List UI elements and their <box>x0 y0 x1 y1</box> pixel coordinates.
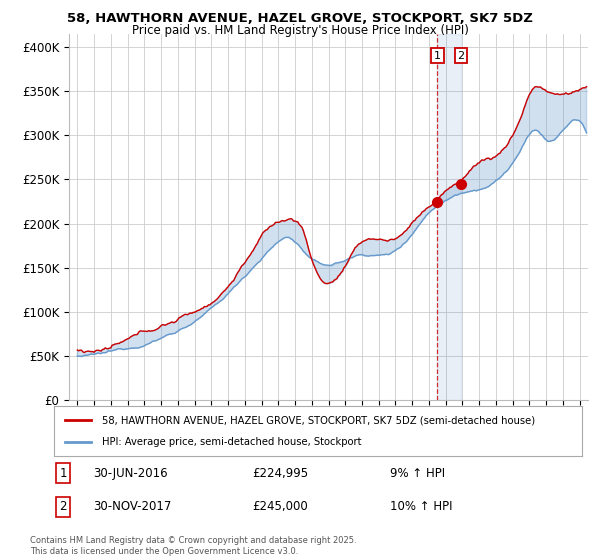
Text: 9% ↑ HPI: 9% ↑ HPI <box>390 466 445 480</box>
Text: 58, HAWTHORN AVENUE, HAZEL GROVE, STOCKPORT, SK7 5DZ: 58, HAWTHORN AVENUE, HAZEL GROVE, STOCKP… <box>67 12 533 25</box>
Text: £245,000: £245,000 <box>252 500 308 514</box>
Text: Price paid vs. HM Land Registry's House Price Index (HPI): Price paid vs. HM Land Registry's House … <box>131 24 469 36</box>
Bar <box>437 34 461 400</box>
Text: £224,995: £224,995 <box>252 466 308 480</box>
Text: 1: 1 <box>59 466 67 480</box>
Text: 58, HAWTHORN AVENUE, HAZEL GROVE, STOCKPORT, SK7 5DZ (semi-detached house): 58, HAWTHORN AVENUE, HAZEL GROVE, STOCKP… <box>101 415 535 425</box>
Text: 2: 2 <box>59 500 67 514</box>
Text: 30-NOV-2017: 30-NOV-2017 <box>93 500 172 514</box>
Text: 2: 2 <box>458 51 464 60</box>
Text: 10% ↑ HPI: 10% ↑ HPI <box>390 500 452 514</box>
Text: Contains HM Land Registry data © Crown copyright and database right 2025.
This d: Contains HM Land Registry data © Crown c… <box>30 536 356 556</box>
Text: HPI: Average price, semi-detached house, Stockport: HPI: Average price, semi-detached house,… <box>101 437 361 447</box>
Text: 1: 1 <box>434 51 441 60</box>
Text: 30-JUN-2016: 30-JUN-2016 <box>93 466 167 480</box>
